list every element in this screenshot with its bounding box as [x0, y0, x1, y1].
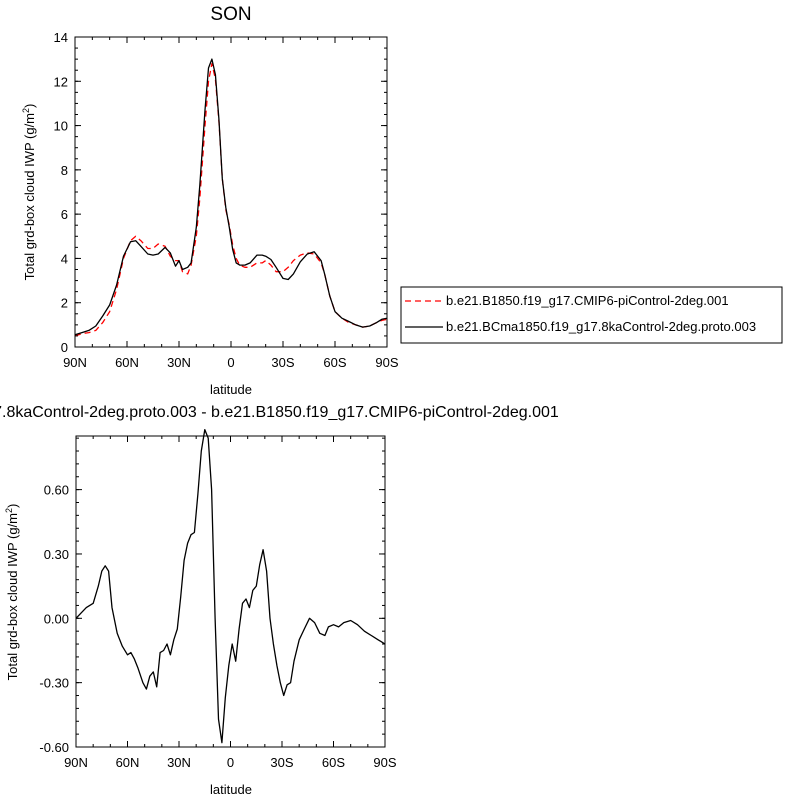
bottom-panel: b.e21.BCma1850.f19_g17.8kaControl-2deg.p… — [0, 404, 559, 797]
top-x-tick-label: 60S — [323, 355, 346, 370]
bottom-plot-frame — [75, 435, 386, 748]
top-x-tick-label: 90N — [63, 355, 87, 370]
bottom-y-tick-label: -0.30 — [39, 676, 69, 691]
top-y-label-sup: 2 — [21, 108, 31, 113]
top-y-label-main: Total grd-box cloud IWP (g/m — [22, 113, 37, 280]
bottom-x-tick-label: 60N — [116, 755, 140, 770]
bottom-y-label-main: Total grd-box cloud IWP (g/m — [5, 513, 20, 680]
top-y-tick-label: 10 — [54, 119, 68, 134]
top-panel: SON 90N 60N 30N 0 30S 60S 90S 0 2 4 6 8 10 12 14 latit… — [21, 4, 783, 397]
bottom-y-axis-label: Total grd-box cloud IWP (g/m2) — [4, 504, 20, 681]
bottom-x-tick-label: 30S — [270, 755, 293, 770]
top-y-tick-label: 2 — [61, 296, 68, 311]
top-y-label-end: ) — [22, 104, 37, 108]
top-y-axis-label: Total grd-box cloud IWP (g/m2) — [21, 104, 37, 281]
bottom-y-tick-label: -0.60 — [39, 740, 69, 755]
top-x-tick-label: 30N — [167, 355, 191, 370]
legend-label-8kaControl: b.e21.BCma1850.f19_g17.8kaControl-2deg.p… — [446, 319, 756, 334]
top-chart-title: SON — [210, 4, 251, 25]
top-x-tick-label: 0 — [227, 355, 234, 370]
legend-box — [400, 286, 783, 344]
top-y-tick-label: 14 — [54, 30, 68, 45]
bottom-x-tick-label: 90N — [64, 755, 88, 770]
bottom-y-label-end: ) — [5, 504, 20, 508]
top-plot-frame — [74, 36, 388, 348]
legend-label-piControl: b.e21.B1850.f19_g17.CMIP6-piControl-2deg… — [446, 293, 729, 308]
bottom-x-axis-label: latitude — [210, 782, 252, 797]
top-x-tick-label: 60N — [115, 355, 139, 370]
bottom-chart-title: b.e21.BCma1850.f19_g17.8kaControl-2deg.p… — [0, 404, 559, 421]
top-y-tick-label: 4 — [61, 251, 68, 266]
top-y-tick-label: 0 — [61, 340, 68, 355]
bottom-x-tick-label: 30N — [167, 755, 191, 770]
top-axis-ticks: 90N 60N 30N 0 30S 60S 90S 0 2 4 6 8 10 12 14 — [54, 30, 399, 370]
top-y-tick-label: 12 — [54, 74, 68, 89]
bottom-series-group — [75, 428, 386, 744]
top-series-group — [74, 58, 388, 337]
bottom-y-label-sup: 2 — [4, 508, 14, 513]
bottom-x-tick-label: 90S — [373, 755, 396, 770]
bottom-y-tick-label: 0.00 — [44, 611, 69, 626]
top-y-tick-label: 6 — [61, 207, 68, 222]
bottom-y-tick-label: 0.60 — [44, 483, 69, 498]
top-series-line-0 — [74, 62, 388, 337]
legend: b.e21.B1850.f19_g17.CMIP6-piControl-2deg… — [400, 286, 783, 344]
top-x-axis-label: latitude — [210, 382, 252, 397]
bottom-x-tick-label: 0 — [227, 755, 234, 770]
bottom-axis-ticks: 90N 60N 30N 0 30S 60S 90S -0.60 -0.30 0.00 0.30 0.6… — [39, 436, 397, 770]
top-x-tick-label: 30S — [271, 355, 294, 370]
top-x-tick-label: 90S — [375, 355, 398, 370]
top-series-line-1 — [74, 58, 388, 336]
bottom-series-line-0 — [75, 428, 386, 744]
bottom-x-tick-label: 60S — [322, 755, 345, 770]
bottom-y-tick-label: 0.30 — [44, 547, 69, 562]
top-y-tick-label: 8 — [61, 163, 68, 178]
